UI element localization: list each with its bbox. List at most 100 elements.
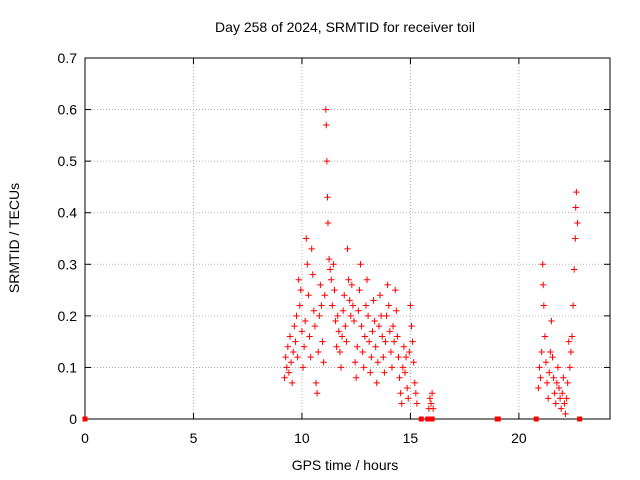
data-point xyxy=(370,297,377,304)
data-point xyxy=(286,333,294,340)
data-point xyxy=(324,219,332,227)
data-point xyxy=(320,359,327,366)
data-point xyxy=(336,348,344,356)
data-point xyxy=(375,322,383,330)
data-point xyxy=(409,338,416,345)
data-point xyxy=(328,276,335,283)
data-point xyxy=(388,364,396,371)
data-point xyxy=(291,322,298,330)
data-point xyxy=(293,312,300,320)
data-point xyxy=(543,379,551,387)
data-point xyxy=(566,364,574,371)
data-point xyxy=(294,353,301,361)
data-point xyxy=(559,390,566,397)
y-tick-label: 0.6 xyxy=(58,102,78,118)
data-point xyxy=(574,219,581,227)
data-point xyxy=(399,364,407,371)
y-axis-label: SRMTID / TECUs xyxy=(6,183,22,293)
data-point xyxy=(335,328,343,335)
data-point xyxy=(311,322,319,330)
data-point xyxy=(343,338,350,345)
data-point xyxy=(541,333,549,340)
data-point xyxy=(544,395,552,402)
data-point xyxy=(351,359,359,366)
data-point xyxy=(387,348,395,356)
data-point xyxy=(426,395,434,402)
data-point-zero xyxy=(577,416,583,422)
data-point xyxy=(356,286,363,294)
data-point xyxy=(323,157,331,165)
data-point xyxy=(397,390,404,397)
data-point xyxy=(394,333,401,340)
data-point xyxy=(373,379,380,387)
data-point xyxy=(572,204,579,211)
data-point xyxy=(324,194,331,201)
data-point xyxy=(288,379,296,387)
data-point xyxy=(427,400,435,407)
data-point xyxy=(313,390,321,397)
data-point xyxy=(400,343,408,350)
data-point xyxy=(553,379,561,387)
y-tick-label: 0.7 xyxy=(58,50,78,66)
data-point xyxy=(334,312,341,320)
data-point xyxy=(572,235,579,242)
data-point xyxy=(411,379,418,387)
plot-frame xyxy=(84,57,611,420)
data-point xyxy=(383,312,390,320)
data-point-zero xyxy=(425,416,431,422)
data-point xyxy=(401,369,409,376)
data-point-zero xyxy=(82,416,88,422)
data-point xyxy=(408,322,415,330)
data-point xyxy=(292,338,299,345)
data-point xyxy=(357,261,364,268)
data-point xyxy=(318,302,325,309)
data-point xyxy=(428,390,436,397)
data-point xyxy=(358,322,365,330)
data-point xyxy=(406,348,413,356)
y-tick-label: 0.3 xyxy=(58,256,78,272)
data-point xyxy=(405,395,412,402)
data-point xyxy=(347,312,354,320)
data-point xyxy=(309,271,316,278)
data-point xyxy=(339,307,347,314)
data-point xyxy=(304,261,311,268)
data-point xyxy=(368,353,375,361)
data-point xyxy=(332,317,339,325)
data-point xyxy=(549,353,556,361)
data-point xyxy=(546,369,553,376)
x-tick-label: 0 xyxy=(81,430,89,446)
data-point xyxy=(569,302,577,309)
data-point xyxy=(402,353,410,361)
data-point xyxy=(300,343,308,350)
data-point xyxy=(359,348,366,356)
data-point xyxy=(547,348,554,356)
data-point xyxy=(407,302,414,309)
data-point xyxy=(282,353,289,361)
data-point xyxy=(312,379,320,387)
data-point xyxy=(322,106,330,113)
data-point xyxy=(342,322,349,330)
data-point xyxy=(317,281,324,289)
data-point xyxy=(298,328,306,335)
data-point xyxy=(562,410,569,418)
x-tick-label: 10 xyxy=(294,430,310,446)
data-point xyxy=(377,312,385,320)
data-point xyxy=(395,353,402,361)
x-tick-label: 5 xyxy=(190,430,198,446)
data-point xyxy=(554,364,562,371)
gridlines xyxy=(85,58,610,419)
data-point xyxy=(360,364,367,371)
data-point-zero xyxy=(429,416,435,422)
data-point xyxy=(560,374,567,381)
y-tick-label: 0.1 xyxy=(58,359,78,375)
data-point xyxy=(557,405,565,412)
data-point xyxy=(538,348,545,356)
data-point xyxy=(550,374,557,381)
data-point xyxy=(573,188,580,196)
data-point xyxy=(306,333,313,340)
y-tick-label: 0.4 xyxy=(58,205,78,221)
data-point xyxy=(283,364,290,371)
data-point xyxy=(551,390,558,397)
data-point xyxy=(429,405,437,412)
